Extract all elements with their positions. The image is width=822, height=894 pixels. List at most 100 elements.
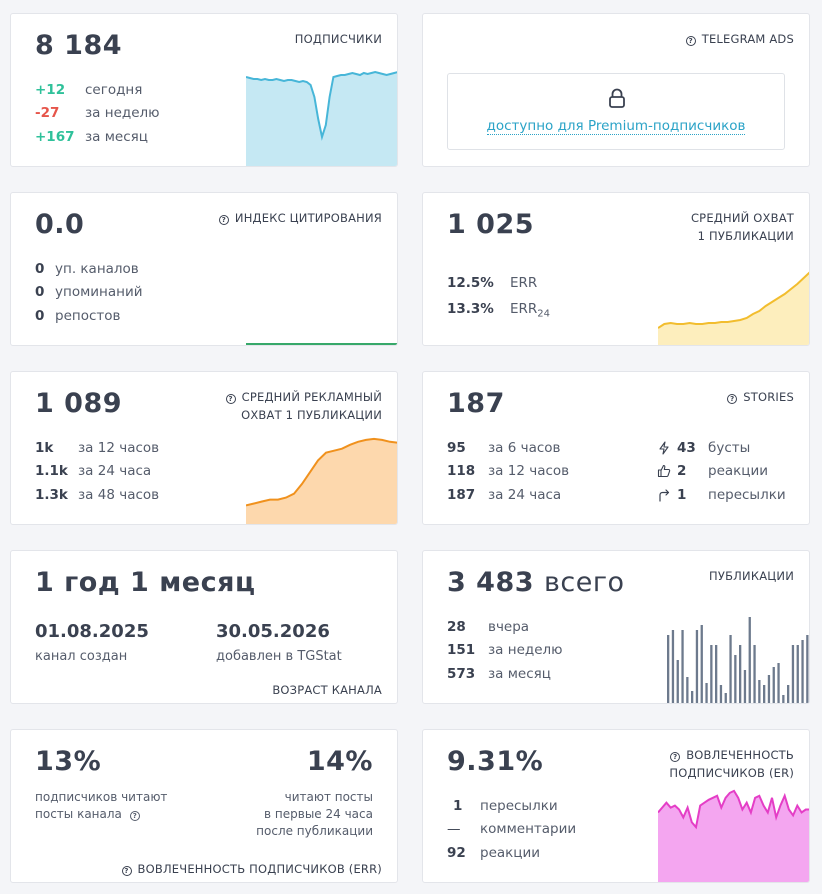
stat-value: 1 — [677, 487, 687, 503]
stat-value: 2 — [677, 463, 687, 479]
channel-age-card[interactable]: 1 год 1 месяц 01.08.2025 канал создан 30… — [10, 550, 398, 704]
subscribers-card[interactable]: 8 184 ПОДПИСЧИКИ +12 сегодня -27 за неде… — [10, 13, 398, 167]
stat-label: за месяц — [488, 666, 551, 682]
posts-bar-chart — [667, 617, 809, 703]
posts-bar — [710, 645, 713, 703]
posts-card[interactable]: 3 483 всего ПУБЛИКАЦИИ 28 вчера 151 за н… — [422, 550, 810, 704]
stories-total: 187 — [447, 388, 505, 419]
stat-label: за 48 часов — [78, 487, 160, 503]
posts-bar — [700, 625, 703, 703]
help-icon[interactable]: ? — [685, 36, 696, 46]
posts-bar — [705, 683, 708, 703]
er-title-text: ВОВЛЕЧЕННОСТЬ — [686, 748, 794, 762]
stat-value: 1.1k — [35, 463, 68, 479]
err-right-text-line: в первые 24 часа — [264, 807, 373, 821]
posts-bar — [763, 685, 766, 703]
stat-value: +167 — [35, 129, 75, 145]
telegram-ads-card[interactable]: ? TELEGRAM ADS доступно для Premium-подпи… — [422, 13, 810, 167]
stat-value: 12.5% — [447, 275, 494, 291]
stat-value: 0 — [35, 284, 45, 300]
stat-value: — — [447, 821, 461, 837]
posts-bar — [801, 640, 804, 703]
posts-bar — [695, 630, 699, 703]
channel-age-total: 1 год 1 месяц — [35, 567, 256, 598]
err-right-text-line: читают посты — [284, 790, 373, 804]
posts-bar — [686, 677, 689, 703]
stat-label: реакции — [708, 463, 769, 479]
posts-bar — [743, 670, 747, 703]
citation-card[interactable]: 0.0 ? ИНДЕКС ЦИТИРОВАНИЯ 0 уп. каналов 0 … — [10, 192, 398, 346]
ad-reach-title-line: ОХВАТ 1 ПУБЛИКАЦИИ — [241, 408, 382, 422]
posts-bar — [667, 635, 670, 703]
help-icon[interactable]: ? — [670, 752, 681, 762]
reach-title-line: СРЕДНИЙ ОХВАТ — [690, 211, 794, 225]
er-title-line: ПОДПИСЧИКОВ (ER) — [669, 766, 794, 780]
help-icon[interactable]: ? — [129, 811, 140, 821]
telegram-ads-title: ? TELEGRAM ADS — [685, 30, 794, 48]
posts-bar — [796, 645, 799, 703]
stories-card[interactable]: 187 ? STORIES 95 за 6 часов 43 бусты 118 … — [422, 371, 810, 525]
stat-value: 0 — [35, 261, 45, 277]
stat-label: бусты — [708, 440, 751, 456]
posts-bar — [806, 635, 809, 703]
err-left-text-line: подписчиков читают — [35, 790, 168, 804]
subscribers-sparkline — [246, 70, 397, 166]
er-title: ? ВОВЛЕЧЕННОСТЬ ПОДПИСЧИКОВ (ER) — [669, 746, 794, 782]
reach-sparkline — [658, 271, 809, 345]
subscribers-title: ПОДПИСЧИКИ — [294, 32, 382, 46]
stat-row: 187 за 24 часа 1 пересылки — [447, 486, 787, 504]
sparkline-line — [658, 789, 809, 830]
help-icon[interactable]: ? — [218, 215, 229, 225]
channel-age-title: ВОЗРАСТ КАНАЛА — [272, 683, 382, 697]
er-card[interactable]: 9.31% ? ВОВЛЕЧЕННОСТЬ ПОДПИСЧИКОВ (ER) 1 … — [422, 729, 810, 883]
subscribers-total: 8 184 — [35, 30, 123, 61]
premium-link[interactable]: доступно для Premium-подписчиков — [448, 118, 784, 135]
stat-value: 187 — [447, 487, 476, 503]
stat-label: сегодня — [85, 82, 143, 98]
sparkline-line — [246, 437, 397, 507]
help-icon[interactable]: ? — [225, 394, 236, 404]
stat-value: 92 — [447, 845, 466, 861]
stat-label: комментарии — [480, 821, 577, 837]
premium-link-text[interactable]: доступно для Premium-подписчиков — [486, 118, 746, 135]
posts-bar — [734, 655, 737, 703]
posts-bar — [767, 675, 771, 703]
stat-value: 1.3k — [35, 487, 68, 503]
added-date: 30.05.2026 — [216, 621, 330, 642]
posts-bar — [691, 691, 694, 703]
help-icon[interactable]: ? — [727, 394, 738, 404]
stat-label: репостов — [55, 308, 121, 324]
ad-reach-card[interactable]: 1 089 ? СРЕДНИЙ РЕКЛАМНЫЙ ОХВАТ 1 ПУБЛИКА… — [10, 371, 398, 525]
stat-row: 95 за 6 часов 43 бусты — [447, 439, 787, 457]
stat-value: 1 — [453, 798, 463, 814]
er-sparkline — [658, 789, 809, 882]
reach-title: СРЕДНИЙ ОХВАТ 1 ПУБЛИКАЦИИ — [691, 209, 794, 245]
stat-value: 28 — [447, 619, 466, 635]
stat-label: за 24 часа — [488, 487, 562, 503]
ad-reach-title-text: СРЕДНИЙ РЕКЛАМНЫЙ — [241, 390, 382, 404]
stat-label: вчера — [488, 619, 530, 635]
stat-value: -27 — [35, 105, 60, 121]
citation-total: 0.0 — [35, 209, 85, 240]
stat-label: реакции — [480, 845, 541, 861]
posts-bar — [777, 663, 780, 703]
thumbs-up-icon — [657, 464, 671, 478]
share-arrow-icon — [659, 489, 670, 502]
citation-title: ? ИНДЕКС ЦИТИРОВАНИЯ — [218, 209, 382, 227]
sparkline-area — [246, 72, 397, 166]
ad-reach-title-line: ? СРЕДНИЙ РЕКЛАМНЫЙ — [225, 388, 382, 406]
reach-card[interactable]: 1 025 СРЕДНИЙ ОХВАТ 1 ПУБЛИКАЦИИ 12.5% E… — [422, 192, 810, 346]
posts-bar — [729, 635, 732, 703]
err-card[interactable]: 13% подписчиков читают посты канала ? 14… — [10, 729, 398, 883]
posts-bar — [753, 645, 756, 703]
sparkline-area — [246, 438, 397, 524]
reach-title-line: 1 ПУБЛИКАЦИИ — [697, 229, 794, 243]
stories-title-text: STORIES — [743, 390, 794, 404]
posts-bar — [787, 685, 790, 703]
posts-bar — [724, 693, 727, 703]
posts-total-suffix: всего — [543, 567, 625, 598]
sparkline-line — [246, 70, 397, 141]
help-icon[interactable]: ? — [121, 866, 132, 876]
err-footer-title: ? ВОВЛЕЧЕННОСТЬ ПОДПИСЧИКОВ (ERR) — [121, 860, 382, 878]
citation-sparkline — [246, 343, 397, 345]
